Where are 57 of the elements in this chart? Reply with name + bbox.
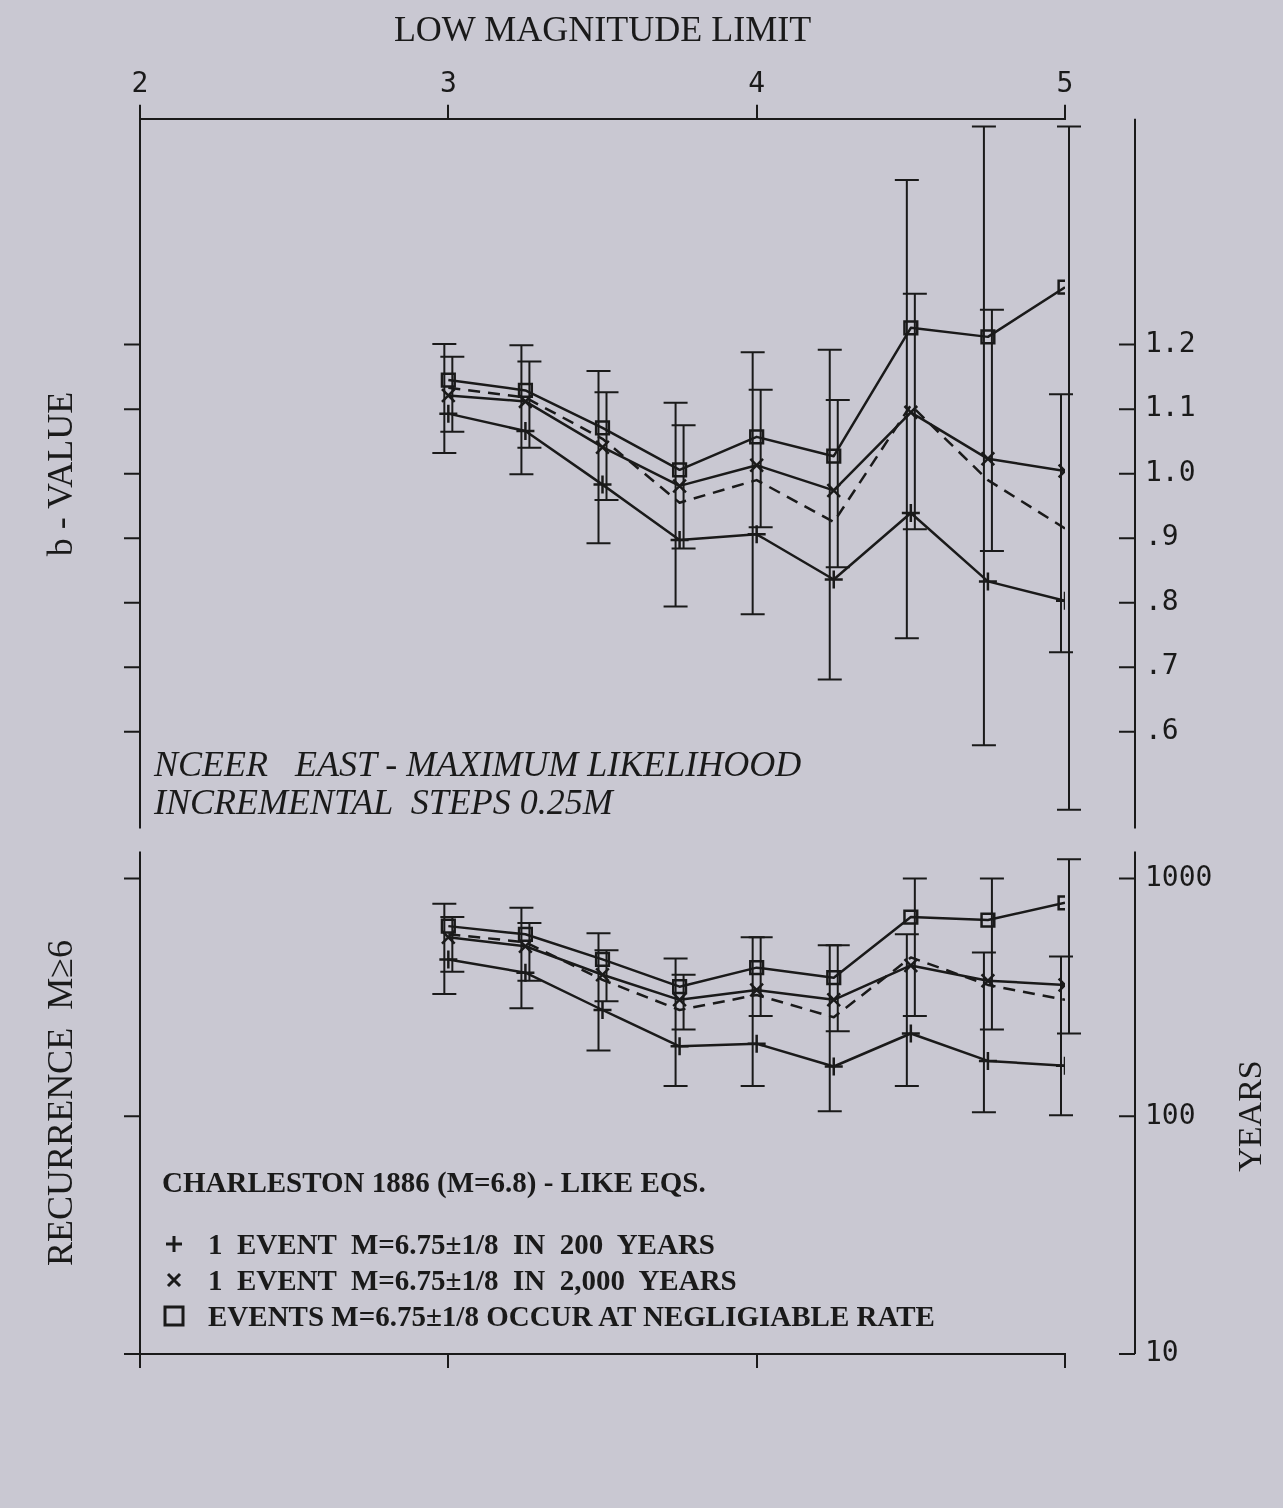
y-tick-label: 10 bbox=[1145, 1335, 1179, 1369]
point bbox=[749, 457, 765, 473]
x-tick-label: 5 bbox=[1056, 66, 1074, 100]
point bbox=[900, 1023, 922, 1044]
y-tick-label: 1000 bbox=[1145, 859, 1213, 893]
point bbox=[669, 1036, 690, 1057]
x-tick-label: 3 bbox=[439, 66, 457, 100]
annotation: INCREMENTAL STEPS 0.25M bbox=[154, 782, 613, 822]
legend-label: 1 EVENT M=6.75±1/8 IN 2,000 YEARS bbox=[208, 1263, 737, 1298]
x-tick-label: 2 bbox=[131, 66, 149, 100]
point bbox=[438, 403, 459, 424]
y-tick-label: .8 bbox=[1145, 583, 1179, 617]
annotation: NCEER EAST - MAXIMUM LIKELIHOOD bbox=[154, 744, 802, 784]
point bbox=[826, 992, 842, 1008]
point bbox=[440, 918, 456, 934]
point bbox=[746, 524, 767, 545]
y-axis-title: RECURRENCE M≥6 bbox=[38, 939, 81, 1266]
point bbox=[977, 571, 999, 592]
x-tick-label: 4 bbox=[748, 66, 766, 100]
point bbox=[746, 1033, 767, 1054]
point bbox=[515, 420, 536, 442]
point bbox=[826, 970, 842, 986]
legend-label: EVENTS M=6.75±1/8 OCCUR AT NEGLIGIABLE RATE bbox=[208, 1299, 935, 1334]
point bbox=[977, 1050, 999, 1072]
legend-label: 1 EVENT M=6.75±1/8 IN 200 YEARS bbox=[208, 1227, 715, 1262]
point bbox=[440, 372, 456, 388]
x-axis-title: LOW MAGNITUDE LIMIT bbox=[393, 9, 812, 50]
y-tick-label: .7 bbox=[1145, 648, 1179, 682]
point bbox=[903, 909, 919, 925]
point bbox=[440, 387, 456, 404]
point bbox=[671, 462, 688, 478]
point bbox=[823, 569, 844, 590]
legend-title: CHARLESTON 1886 (M=6.8) - LIKE EQS. bbox=[162, 1165, 707, 1200]
point bbox=[980, 329, 996, 345]
y-tick-label: 100 bbox=[1145, 1097, 1196, 1131]
point bbox=[826, 448, 842, 464]
point bbox=[517, 926, 534, 942]
point bbox=[903, 320, 919, 336]
point bbox=[749, 429, 765, 445]
point bbox=[594, 951, 611, 968]
point bbox=[823, 1056, 844, 1077]
point bbox=[980, 912, 996, 928]
y-tick-label: 1.2 bbox=[1145, 325, 1196, 359]
point bbox=[749, 960, 765, 976]
y-tick-label: 1.0 bbox=[1145, 454, 1196, 488]
point bbox=[900, 502, 922, 524]
y-tick-label: 1.1 bbox=[1145, 390, 1196, 424]
y-axis-title: b - VALUE bbox=[38, 391, 81, 556]
y-tick-label: .9 bbox=[1145, 519, 1179, 553]
point bbox=[517, 382, 534, 399]
point bbox=[594, 420, 611, 436]
point bbox=[592, 474, 613, 495]
point bbox=[671, 979, 688, 995]
point bbox=[592, 999, 613, 1021]
y-tick-label: .6 bbox=[1145, 713, 1179, 746]
text: YEARS bbox=[1230, 1060, 1269, 1173]
point bbox=[438, 949, 459, 970]
